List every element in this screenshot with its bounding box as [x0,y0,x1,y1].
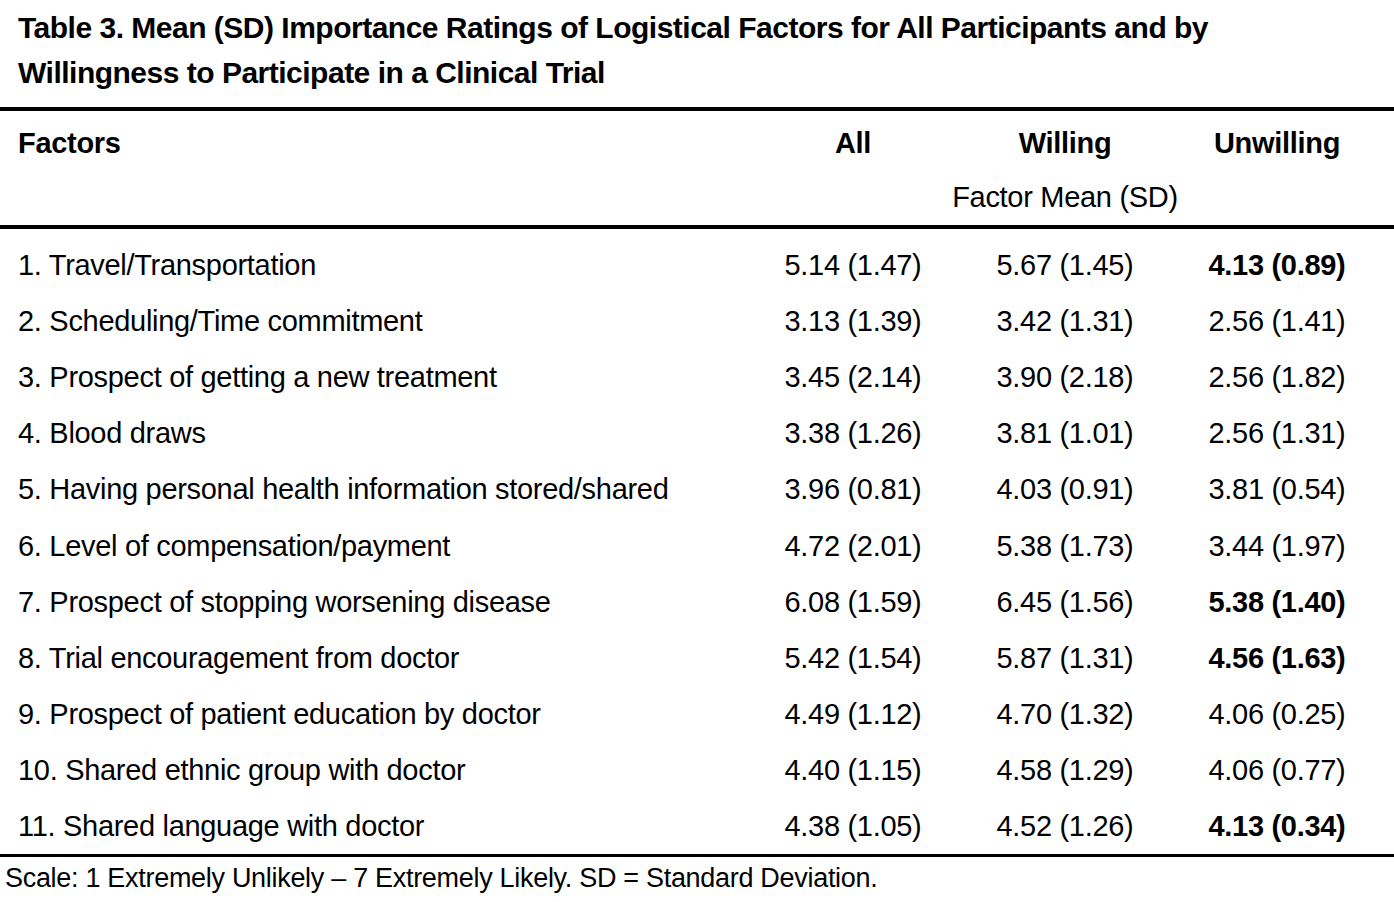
all-cell: 4.38 (1.05) [749,810,957,843]
willing-cell: 4.03 (0.91) [957,473,1173,506]
table-row: 1. Travel/Transportation 5.14 (1.47) 5.6… [0,237,1394,293]
column-header-unwilling: Unwilling [1173,127,1381,160]
unwilling-cell: 3.44 (1.97) [1173,530,1381,563]
column-header-all: All [749,127,957,160]
unwilling-cell: 4.56 (1.63) [1173,642,1381,675]
all-cell: 5.14 (1.47) [749,249,957,282]
willing-cell: 5.67 (1.45) [957,249,1173,282]
unwilling-cell: 2.56 (1.82) [1173,361,1381,394]
all-cell: 6.08 (1.59) [749,586,957,619]
all-cell: 3.45 (2.14) [749,361,957,394]
column-header-willing: Willing [957,127,1173,160]
table-row: 4. Blood draws 3.38 (1.26) 3.81 (1.01) 2… [0,406,1394,462]
table-footnote: Scale: 1 Extremely Unlikely – 7 Extremel… [5,861,1374,895]
table-row: 7. Prospect of stopping worsening diseas… [0,574,1394,630]
unwilling-cell: 4.13 (0.34) [1173,810,1381,843]
all-cell: 4.49 (1.12) [749,698,957,731]
header-rule [0,225,1394,229]
factor-cell: 1. Travel/Transportation [18,249,749,282]
factor-cell: 3. Prospect of getting a new treatment [18,361,749,394]
willing-cell: 3.90 (2.18) [957,361,1173,394]
unwilling-cell: 4.13 (0.89) [1173,249,1381,282]
factor-cell: 2. Scheduling/Time commitment [18,305,749,338]
factor-cell: 6. Level of compensation/payment [18,530,749,563]
factor-cell: 7. Prospect of stopping worsening diseas… [18,586,749,619]
willing-cell: 5.38 (1.73) [957,530,1173,563]
paper-table-page: Table 3. Mean (SD) Importance Ratings of… [0,0,1394,902]
willing-cell: 4.58 (1.29) [957,754,1173,787]
table-title: Table 3. Mean (SD) Importance Ratings of… [18,5,1374,95]
table-row: 10. Shared ethnic group with doctor 4.40… [0,743,1394,799]
table-row: 3. Prospect of getting a new treatment 3… [0,349,1394,405]
unwilling-cell: 2.56 (1.41) [1173,305,1381,338]
subheader-factor-mean-sd: Factor Mean (SD) [749,181,1381,214]
willing-cell: 5.87 (1.31) [957,642,1173,675]
table-row: 6. Level of compensation/payment 4.72 (2… [0,518,1394,574]
table-body: 1. Travel/Transportation 5.14 (1.47) 5.6… [0,237,1394,855]
all-cell: 4.72 (2.01) [749,530,957,563]
factor-cell: 4. Blood draws [18,417,749,450]
table-row: 8. Trial encouragement from doctor 5.42 … [0,630,1394,686]
willing-cell: 4.52 (1.26) [957,810,1173,843]
unwilling-cell: 4.06 (0.77) [1173,754,1381,787]
all-cell: 3.38 (1.26) [749,417,957,450]
factor-cell: 9. Prospect of patient education by doct… [18,698,749,731]
table-row: 9. Prospect of patient education by doct… [0,687,1394,743]
bottom-rule [0,854,1394,857]
top-rule [0,107,1394,111]
factor-cell: 11. Shared language with doctor [18,810,749,843]
table-header-row: Factors All Willing Unwilling [0,123,1394,163]
willing-cell: 4.70 (1.32) [957,698,1173,731]
column-header-factors: Factors [18,127,749,160]
all-cell: 3.13 (1.39) [749,305,957,338]
table-row: 11. Shared language with doctor 4.38 (1.… [0,799,1394,855]
table-row: 2. Scheduling/Time commitment 3.13 (1.39… [0,293,1394,349]
all-cell: 5.42 (1.54) [749,642,957,675]
all-cell: 3.96 (0.81) [749,473,957,506]
unwilling-cell: 5.38 (1.40) [1173,586,1381,619]
all-cell: 4.40 (1.15) [749,754,957,787]
unwilling-cell: 3.81 (0.54) [1173,473,1381,506]
willing-cell: 6.45 (1.56) [957,586,1173,619]
willing-cell: 3.42 (1.31) [957,305,1173,338]
table-row: 5. Having personal health information st… [0,462,1394,518]
unwilling-cell: 4.06 (0.25) [1173,698,1381,731]
unwilling-cell: 2.56 (1.31) [1173,417,1381,450]
table-subheader-row: Factor Mean (SD) [0,177,1394,217]
factor-cell: 10. Shared ethnic group with doctor [18,754,749,787]
factor-cell: 5. Having personal health information st… [18,473,749,506]
willing-cell: 3.81 (1.01) [957,417,1173,450]
factor-cell: 8. Trial encouragement from doctor [18,642,749,675]
